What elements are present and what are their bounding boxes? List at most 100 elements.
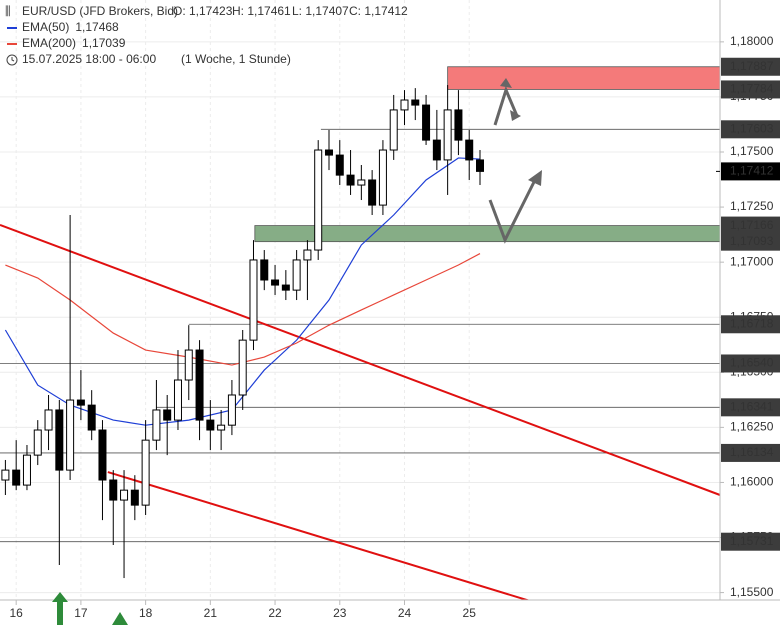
- candle-body: [432, 139, 441, 161]
- event-arrow: [52, 592, 68, 625]
- legend-name: EMA(200): [22, 36, 76, 50]
- candle-body: [465, 139, 474, 161]
- price-label-box: [721, 532, 780, 551]
- trendline: [0, 223, 720, 496]
- candle-body: [400, 99, 409, 111]
- candle-body: [98, 429, 107, 481]
- chart-icon: ⫼: [5, 4, 11, 18]
- y-tick-label: 1,17250: [730, 199, 774, 213]
- candle-body: [12, 469, 21, 486]
- candle-body: [152, 409, 161, 441]
- axis: 1,180001,177501,175001,172501,170001,167…: [10, 34, 780, 620]
- arrowhead: [500, 78, 512, 88]
- y-tick-label: 1,16000: [730, 475, 774, 489]
- candle-body: [163, 409, 172, 421]
- price-label: 1,16718: [730, 316, 774, 330]
- candle-body: [281, 284, 290, 291]
- price-label: 1,17887: [730, 59, 774, 73]
- candle-body: [120, 489, 129, 501]
- price-label-box: [721, 216, 780, 235]
- legend-value: 1,17039: [82, 36, 126, 50]
- x-tick-label: 21: [204, 606, 218, 620]
- candle-body: [184, 349, 193, 381]
- candle-body: [454, 109, 463, 141]
- candle-body: [44, 409, 53, 431]
- plot-area: [0, 66, 720, 600]
- candle-body: [292, 259, 301, 291]
- legend-name: EMA(50): [22, 20, 69, 34]
- y-tick-label: 1,18000: [730, 34, 774, 48]
- ohlc-low: L: 1,17407: [292, 4, 349, 18]
- interval: (1 Woche, 1 Stunde): [181, 52, 291, 66]
- ohlc-high: H: 1,17461: [232, 4, 291, 18]
- price-label-box: [721, 80, 780, 99]
- zone: [254, 225, 720, 243]
- x-tick-label: 24: [398, 606, 412, 620]
- x-tick-label: 25: [463, 606, 477, 620]
- candle-body: [227, 394, 236, 426]
- candle-body: [378, 149, 387, 206]
- event-arrow: [112, 612, 128, 625]
- candle-body: [443, 109, 452, 161]
- price-label: 1,17166: [730, 218, 774, 232]
- candle-body: [109, 479, 118, 501]
- arrow-up-then-down: [493, 85, 519, 126]
- price-label: 1,17093: [730, 234, 774, 248]
- clock-icon: [6, 54, 18, 66]
- candle-body: [271, 279, 280, 286]
- candle-body: [76, 399, 85, 406]
- x-tick-label: 23: [333, 606, 347, 620]
- arrow-down-then-up: [488, 179, 537, 244]
- price-label-box: [721, 232, 780, 251]
- zone: [447, 66, 720, 90]
- candle-body: [324, 149, 333, 156]
- symbol: EUR/USD (JFD Brokers, Bid): [22, 4, 178, 18]
- candle-body: [87, 404, 96, 431]
- candle-body: [368, 179, 377, 206]
- y-tick-label: 1,17500: [730, 144, 774, 158]
- candle-body: [422, 104, 431, 141]
- ohlc-close: C: 1,17412: [349, 4, 408, 18]
- price-label: 1,16341: [730, 399, 774, 413]
- x-tick-label: 18: [139, 606, 153, 620]
- candle-body: [206, 419, 215, 431]
- candle-body: [55, 409, 64, 471]
- y-tick-label: 1,17000: [730, 254, 774, 268]
- clock-hand: [11, 57, 15, 62]
- ema-line: [4, 157, 481, 426]
- candle-body: [238, 339, 247, 396]
- price-label-box: [721, 443, 780, 462]
- price-label: 1,17784: [730, 82, 774, 96]
- candle-body: [260, 259, 269, 281]
- candle-body: [303, 249, 312, 261]
- price-label-box: [721, 120, 780, 139]
- x-tick-label: 16: [10, 606, 24, 620]
- candle-body: [476, 159, 484, 172]
- candle-body: [335, 154, 344, 176]
- price-label: 1,15731: [730, 534, 774, 548]
- candle-body: [249, 259, 258, 341]
- candle-body: [217, 424, 226, 431]
- price-label: 1,17603: [730, 121, 774, 135]
- candle-body: [357, 179, 366, 186]
- y-tick-label: 1,15500: [730, 585, 774, 599]
- candle-body: [346, 174, 355, 186]
- candle-body: [33, 429, 42, 456]
- candle-body: [173, 379, 182, 421]
- price-label-box: [721, 398, 780, 417]
- price-label-box: [721, 354, 780, 373]
- legend-value: 1,17468: [75, 20, 119, 34]
- event-markers: [52, 592, 128, 625]
- x-tick-label: 22: [268, 606, 282, 620]
- last-price-box: [721, 162, 780, 181]
- price-label: 1,16540: [730, 356, 774, 370]
- x-tick-label: 17: [74, 606, 88, 620]
- candle-body: [411, 99, 420, 106]
- forecast-arrows: [488, 78, 542, 244]
- ema-line: [5, 253, 481, 366]
- arrowhead: [528, 170, 542, 186]
- y-tick-label: 1,16250: [730, 420, 774, 434]
- arrowhead: [510, 110, 521, 121]
